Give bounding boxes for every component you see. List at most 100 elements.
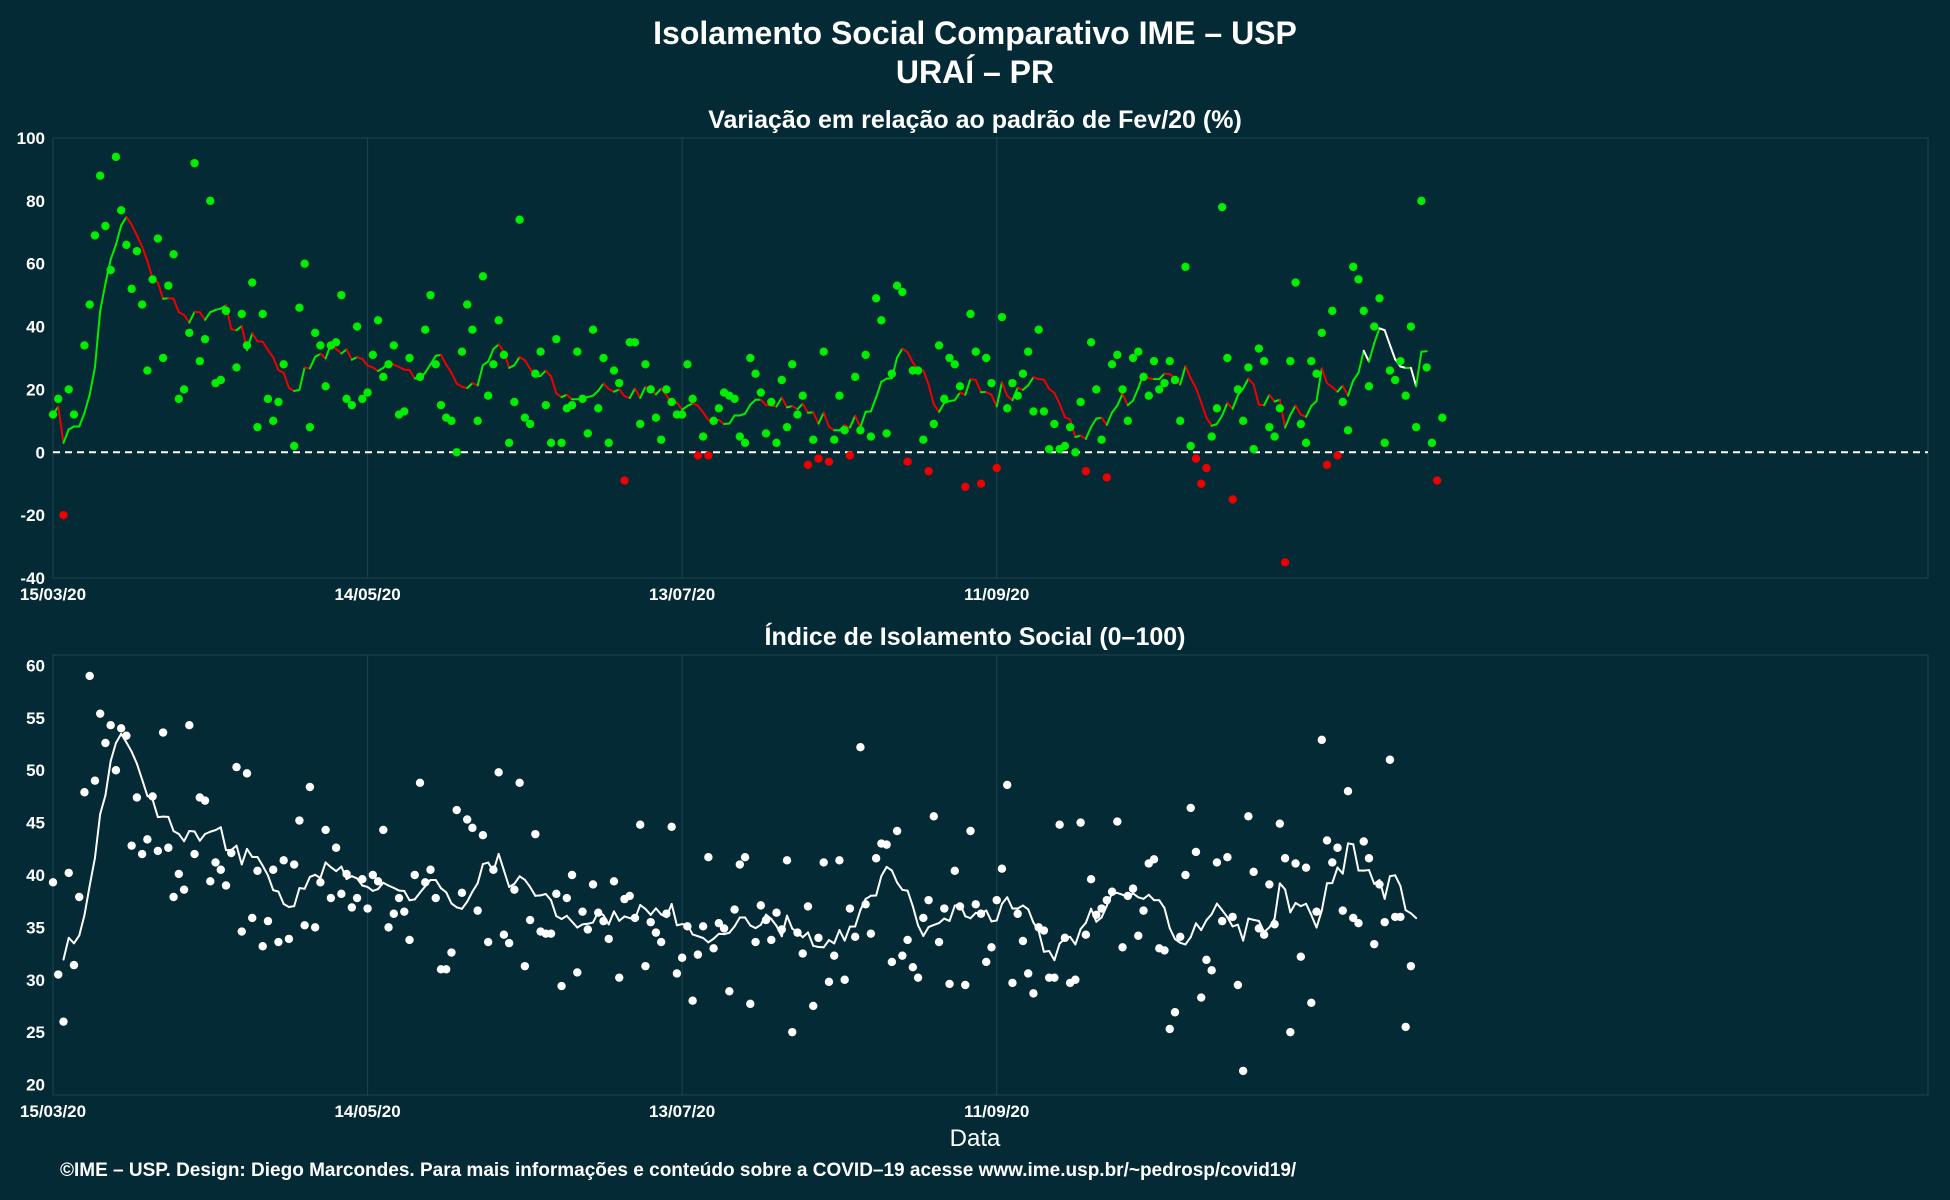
trend-segment	[93, 309, 102, 369]
data-point	[1123, 416, 1132, 426]
trend-segment	[602, 382, 610, 390]
data-point	[106, 265, 115, 275]
data-point	[410, 870, 419, 880]
data-point	[457, 888, 467, 898]
data-point	[1244, 812, 1253, 821]
data-point	[289, 441, 299, 451]
data-point	[1050, 419, 1059, 429]
data-point	[101, 221, 110, 231]
data-point	[216, 865, 225, 874]
data-point	[1023, 969, 1033, 978]
trend-segment	[135, 234, 144, 248]
data-point	[677, 410, 687, 419]
data-point	[1291, 859, 1300, 868]
y-tick-label: 100	[17, 129, 45, 148]
data-point	[237, 927, 246, 936]
data-point	[903, 457, 912, 466]
data-point	[594, 404, 603, 413]
data-point	[913, 973, 923, 982]
trend-segment	[875, 380, 883, 399]
trend-segment	[487, 348, 495, 363]
data-point	[242, 341, 252, 350]
trend-segment	[544, 369, 553, 378]
trend-segment	[681, 405, 689, 411]
panel2-plot: 15/03/20 14/05/20 13/07/20 11/09/20 20 25 30 35…	[20, 654, 1929, 1121]
trend-segment	[335, 865, 343, 873]
data-point	[185, 328, 194, 338]
trend-segment	[1226, 916, 1234, 928]
trend-segment	[466, 382, 474, 390]
trend-segment	[927, 383, 935, 406]
trend-segment	[308, 355, 317, 370]
data-point	[85, 300, 94, 309]
data-point	[641, 360, 650, 369]
data-point	[1092, 385, 1101, 394]
trend-segment	[1126, 399, 1135, 407]
trend-segment	[1006, 394, 1014, 402]
data-point	[861, 900, 870, 909]
data-point	[1107, 887, 1117, 896]
data-point	[809, 435, 818, 444]
trend-segment	[1079, 434, 1087, 440]
data-point	[1217, 202, 1227, 212]
data-point	[1270, 920, 1279, 929]
data-point	[111, 152, 121, 162]
trend-segment	[78, 412, 86, 428]
data-point	[174, 394, 184, 404]
trend-segment	[974, 379, 982, 394]
data-point	[132, 246, 142, 256]
data-point	[913, 366, 923, 375]
trend-segment	[576, 923, 584, 929]
data-point	[546, 929, 556, 938]
data-point	[143, 835, 152, 844]
trend-segment	[1305, 405, 1313, 418]
trend-segment	[125, 741, 133, 753]
trend-segment	[822, 939, 830, 949]
trend-segment	[460, 900, 469, 910]
data-point	[400, 907, 409, 916]
data-point	[924, 895, 933, 905]
trend-segment	[167, 815, 175, 833]
data-point	[945, 979, 954, 989]
trend-segment	[135, 762, 144, 781]
data-point	[898, 287, 907, 297]
data-point	[284, 934, 294, 944]
data-point	[478, 272, 488, 281]
trend-segment	[1090, 417, 1098, 429]
trend-segment	[282, 903, 290, 909]
data-point	[1102, 473, 1112, 482]
trend-segment	[1394, 874, 1402, 888]
trend-segment	[57, 405, 65, 444]
data-point	[1018, 369, 1028, 378]
trend-segment	[266, 874, 275, 892]
data-point	[1343, 786, 1353, 796]
trend-segment	[1357, 349, 1365, 374]
data-point	[856, 426, 865, 435]
data-point	[997, 864, 1007, 873]
data-point	[1296, 419, 1306, 429]
trend-segment	[770, 918, 778, 927]
data-point	[1422, 363, 1431, 372]
trend-segment	[419, 885, 427, 894]
trend-segment	[523, 359, 532, 370]
trend-segment	[1053, 392, 1061, 405]
trend-segment	[948, 904, 956, 922]
trend-segment	[880, 865, 888, 878]
data-point	[468, 325, 477, 334]
data-point	[1102, 895, 1112, 905]
data-point	[698, 922, 708, 931]
trend-segment	[366, 885, 374, 892]
data-point	[1286, 356, 1295, 366]
trend-segment	[1095, 916, 1103, 923]
data-point	[316, 878, 325, 887]
data-point	[447, 948, 456, 957]
data-point	[1238, 1066, 1248, 1076]
x-axis-label: Data	[950, 1125, 1001, 1152]
data-point	[1380, 917, 1389, 927]
data-point	[1265, 880, 1274, 889]
trend-segment	[198, 832, 207, 842]
trend-segment	[1189, 922, 1197, 939]
data-point	[567, 870, 577, 880]
trend-segment	[1320, 882, 1329, 912]
trend-segment	[1121, 392, 1129, 407]
